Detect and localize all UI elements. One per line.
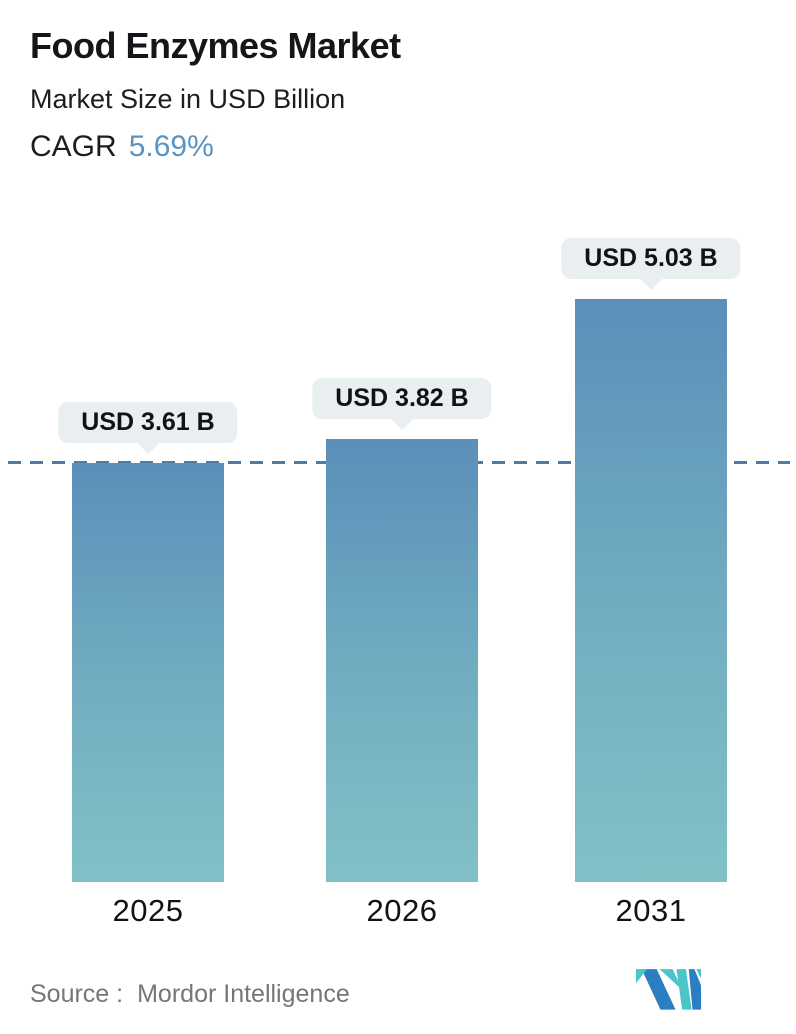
cagr-label: CAGR (30, 130, 117, 163)
bar-2031 (575, 299, 727, 882)
page-title: Food Enzymes Market (30, 25, 401, 66)
chart-header: Food Enzymes Market Market Size in USD B… (30, 24, 401, 165)
logo-left-teal-wedge (635, 969, 648, 984)
source-label: Source : (30, 980, 124, 1008)
logo-left-blue-stripe (641, 969, 676, 1010)
badge-pointer (136, 443, 159, 454)
cagr-row: CAGR 5.69% (30, 129, 401, 165)
year-label-2026: 2026 (366, 893, 438, 928)
year-label-2025: 2025 (112, 893, 184, 928)
value-badge-2025: USD 3.61 B (58, 402, 238, 454)
cagr-value: 5.69% (128, 130, 214, 163)
source-line: Source : Mordor Intelligence (30, 980, 350, 1009)
bar-2026 (326, 439, 478, 882)
source-value: Mordor Intelligence (137, 980, 350, 1008)
badge-pointer (639, 279, 662, 290)
logo-mid-teal-stripe (659, 969, 683, 990)
value-badge-2026: USD 3.82 B (312, 378, 492, 430)
chart-subtitle: Market Size in USD Billion (30, 84, 346, 114)
logo-right-teal-stripe (676, 969, 692, 1010)
mordor-intelligence-logo (635, 969, 701, 1010)
year-label-2031: 2031 (615, 893, 687, 928)
bar-2025 (72, 463, 224, 882)
value-badge-2031: USD 5.03 B (561, 238, 741, 290)
badge-pointer (390, 419, 413, 430)
logo-right-blue-stripe (688, 969, 701, 1010)
